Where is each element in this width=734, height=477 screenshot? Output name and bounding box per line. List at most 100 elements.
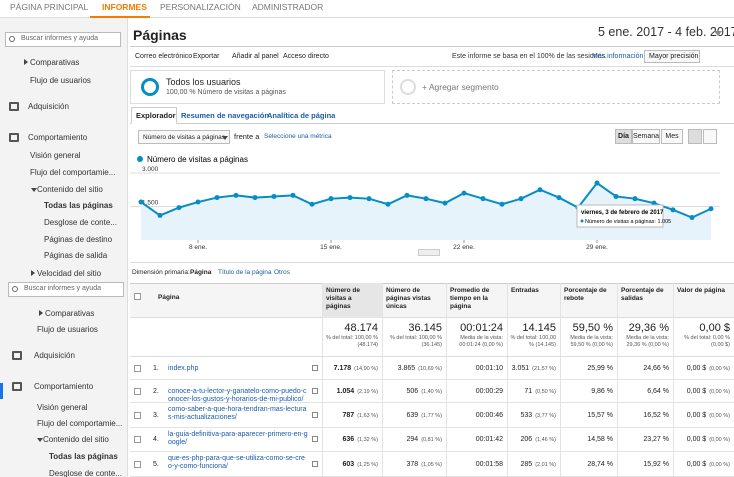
tooltip-title: viernes, 3 de febrero de 2017: [581, 210, 664, 216]
checkbox[interactable]: [134, 411, 141, 419]
chart-type-button[interactable]: [703, 129, 717, 144]
sidebar-item[interactable]: Comparativas: [30, 58, 80, 67]
column-header[interactable]: Valor de página: [677, 287, 726, 294]
sidebar-item[interactable]: Visión general: [37, 403, 88, 412]
sidebar-item[interactable]: Flujo de usuarios: [30, 76, 91, 85]
sidebar-item[interactable]: Comparativas: [45, 309, 95, 318]
point: [290, 192, 296, 198]
sidebar-item[interactable]: Comportamiento: [34, 382, 94, 391]
cell-value: 0,00 $: [686, 364, 707, 372]
metric-select[interactable]: Número de visitas a páginas: [138, 130, 230, 144]
sidebar-item[interactable]: Desglose de conte...: [44, 218, 117, 227]
tab-line: [130, 123, 734, 124]
toolbar-action[interactable]: Correo electrónico: [135, 53, 193, 60]
total-value: 14.145: [522, 322, 556, 334]
cell-percent: (1,05 %): [421, 461, 442, 468]
total-value: 36.145: [408, 322, 442, 334]
column-header[interactable]: Página: [158, 294, 180, 301]
sidebar-item[interactable]: Adquisición: [28, 102, 69, 111]
period-button[interactable]: Semana: [632, 129, 660, 144]
cell: 0,00 $ (0,00 %): [673, 365, 730, 372]
period-label: Día: [618, 133, 629, 140]
point: [404, 192, 410, 198]
divider: [130, 262, 734, 263]
column-header[interactable]: Número de páginas vistas únicas: [386, 287, 431, 310]
checkbox[interactable]: [134, 460, 141, 468]
copy-icon: [312, 387, 318, 394]
checkbox[interactable]: [134, 387, 141, 395]
sidebar-item[interactable]: Flujo del comportamie...: [37, 419, 123, 428]
tab-active-bg: [131, 107, 177, 124]
point: [556, 195, 562, 201]
cell-value: 25,99 %: [587, 364, 613, 372]
more-info[interactable]: Más información: [592, 53, 644, 60]
precision-select[interactable]: Mayor precisión: [644, 50, 700, 63]
cell-percent: (0,81 %): [421, 437, 442, 443]
cell-value: 0,00 $: [686, 436, 707, 443]
toolbar-action[interactable]: Añadir al panel: [232, 53, 279, 60]
sidebar-item[interactable]: Comportamiento: [28, 133, 88, 142]
point: [385, 201, 391, 207]
sidebar-item[interactable]: Todas las páginas: [44, 201, 113, 210]
cell-value: 506: [406, 387, 419, 395]
nav-item[interactable]: ADMINISTRADOR: [252, 2, 324, 12]
cell-value: 3.051: [511, 364, 530, 372]
cell: 6,64 %: [617, 388, 669, 395]
page-link[interactable]: la-guia-definitiva-para-aparecer-primero…: [168, 431, 308, 446]
column-header[interactable]: Entradas: [511, 287, 539, 294]
page-title: Páginas: [133, 27, 187, 43]
toolbar-action[interactable]: Exportar: [193, 53, 220, 60]
section-icon: [12, 382, 22, 391]
date-range[interactable]: 5 ene. 2017 - 4 feb. 2017: [598, 25, 734, 39]
select-metric[interactable]: Seleccione una métrica: [264, 133, 332, 140]
page-link[interactable]: index.php: [168, 364, 199, 372]
add-segment[interactable]: + Agregar segmento: [422, 82, 499, 92]
nav-item[interactable]: INFORMES: [102, 2, 147, 12]
segment-box: [130, 70, 385, 104]
tab[interactable]: Analítica de página: [267, 111, 336, 120]
checkbox[interactable]: [134, 364, 141, 372]
nav-item[interactable]: PÁGINA PRINCIPAL: [10, 2, 89, 12]
column-header[interactable]: Promedio de tiempo en la página: [450, 287, 490, 310]
sidebar-item[interactable]: Contenido del sitio: [43, 435, 109, 444]
cell-value: 636: [342, 436, 355, 443]
period-button[interactable]: Mes: [661, 129, 683, 144]
column-header[interactable]: Porcentaje de salidas: [621, 287, 664, 302]
sidebar-item[interactable]: Visión general: [30, 151, 81, 160]
dimension-option[interactable]: Título de la página: [218, 269, 272, 276]
table-header-bg: [130, 283, 734, 318]
sidebar-item[interactable]: Contenido del sitio: [37, 185, 103, 194]
sidebar-item[interactable]: Páginas de destino: [44, 235, 113, 244]
checkbox[interactable]: [134, 293, 141, 300]
period-button[interactable]: Día: [615, 129, 632, 144]
sidebar-item[interactable]: Flujo del comportamie...: [30, 168, 116, 177]
sidebar-item[interactable]: Todas las páginas: [49, 452, 118, 461]
tab[interactable]: Explorador: [136, 111, 176, 120]
nav-item[interactable]: PERSONALIZACIÓN: [160, 2, 241, 12]
search-input[interactable]: Buscar informes y ayuda: [24, 285, 102, 292]
search-input[interactable]: Buscar informes y ayuda: [21, 35, 99, 42]
checkbox[interactable]: [134, 436, 141, 443]
page-link[interactable]: que-es-php-para-que-se-utiliza-como-se-c…: [168, 455, 305, 470]
sidebar-item[interactable]: Páginas de salida: [44, 251, 108, 260]
chart-type-button[interactable]: [688, 129, 702, 144]
point: [537, 187, 543, 193]
tab[interactable]: Resumen de navegación: [181, 111, 269, 120]
sidebar-item[interactable]: Desglose de conte...: [49, 469, 122, 477]
total-note: % del total: 0,00 % (0,00 $): [684, 335, 730, 348]
sidebar-item[interactable]: Adquisición: [34, 351, 75, 360]
sidebar-item[interactable]: Flujo de usuarios: [37, 325, 98, 334]
cell: 0,00 $ (0,00 %): [673, 388, 730, 395]
column-header[interactable]: Porcentaje de rebote: [564, 287, 607, 302]
x-tick-label: 8 ene.: [189, 244, 207, 251]
dimension-option[interactable]: Otros: [274, 269, 290, 276]
segment-name[interactable]: Todos los usuarios: [166, 77, 241, 87]
sidebar-item[interactable]: Velocidad del sitio: [37, 269, 102, 278]
page-link[interactable]: conoce-a-tu-lector-y-ganatelo-como-puedo…: [168, 387, 307, 403]
page-link[interactable]: como-saber-a-que-hora-tendran-mas-lectur…: [168, 406, 307, 421]
toolbar-action[interactable]: Acceso directo: [283, 53, 329, 60]
caret: [39, 310, 43, 316]
legend-swatch: [137, 156, 143, 162]
copy-icon: [312, 460, 318, 467]
column-header[interactable]: Número de visitas a páginas: [326, 287, 360, 310]
